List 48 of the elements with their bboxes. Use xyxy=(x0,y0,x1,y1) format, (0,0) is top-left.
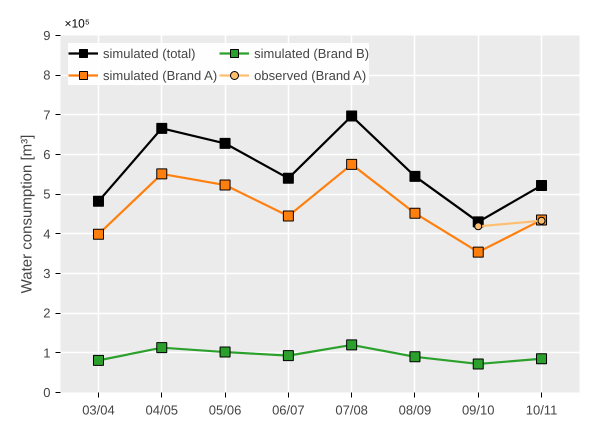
x-tick-label: 09/10 xyxy=(462,402,495,418)
y-tick-label: 6 xyxy=(43,147,51,162)
y-tick-label: 8 xyxy=(43,68,51,83)
point xyxy=(474,222,482,230)
point xyxy=(409,170,420,182)
point xyxy=(346,110,358,122)
y-tick-label: 1 xyxy=(43,345,51,360)
x-tick-label: 03/04 xyxy=(82,402,115,418)
x-tick-label: 06/07 xyxy=(272,402,305,418)
x-tick-label: 04/05 xyxy=(146,402,178,418)
point xyxy=(409,351,420,362)
point xyxy=(346,339,358,350)
x-tick-label: 10/11 xyxy=(526,402,558,418)
point xyxy=(282,210,294,222)
point xyxy=(472,246,484,258)
point xyxy=(156,168,168,180)
y-tick-label: 2 xyxy=(43,306,51,321)
y-tick-label: 5 xyxy=(43,186,51,202)
y-tick-label: 9 xyxy=(43,28,51,43)
point xyxy=(472,358,484,370)
point xyxy=(220,138,231,149)
point xyxy=(220,180,231,191)
point xyxy=(92,354,104,366)
x-tick-label: 07/08 xyxy=(335,402,368,418)
y-tick-label: 0 xyxy=(43,385,51,400)
point xyxy=(220,346,231,358)
point xyxy=(156,122,168,134)
legend-label: simulated (Brand A) xyxy=(103,68,218,82)
text: ×10⁵ xyxy=(64,16,90,30)
point xyxy=(536,353,548,364)
point xyxy=(409,208,420,219)
x-tick-label: 08/09 xyxy=(398,402,432,418)
point xyxy=(538,216,546,225)
point xyxy=(536,180,548,191)
legend-label: simulated (total) xyxy=(103,46,196,60)
point xyxy=(156,342,168,354)
y-tick-label: 3 xyxy=(43,266,51,281)
x-tick-label: 05/06 xyxy=(208,402,242,418)
y-axis-title: Water consumption [m³] xyxy=(18,134,36,294)
point xyxy=(282,172,294,184)
legend-label: observed (Brand A) xyxy=(254,68,366,82)
y-tick-label: 7 xyxy=(43,107,51,122)
point xyxy=(282,350,294,362)
point xyxy=(92,228,104,240)
point xyxy=(92,196,104,207)
point xyxy=(346,158,358,170)
y-tick-label: 4 xyxy=(43,226,51,242)
legend-label: simulated (Brand B) xyxy=(254,46,370,60)
